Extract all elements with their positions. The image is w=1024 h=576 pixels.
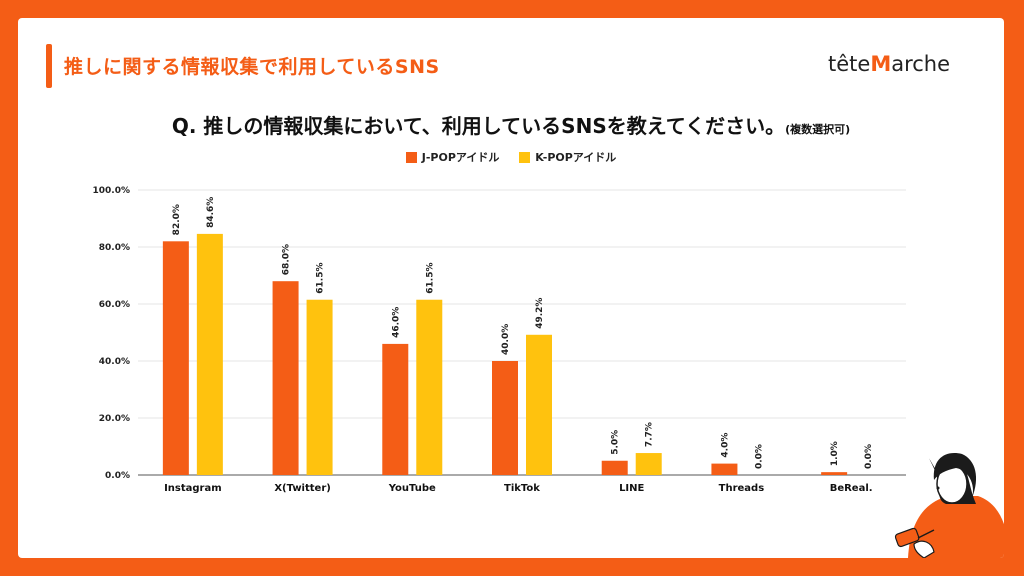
brand-logo-suffix: arche [891,52,951,76]
y-tick-label: 40.0% [99,357,130,367]
chart-labels: 0.0% 20.0% 40.0% 60.0% 80.0% 100.0% 82.0% 84.6%… [93,186,875,494]
bar-jpop [382,343,409,475]
x-category-label: Instagram [164,483,222,494]
y-tick-label: 0.0% [105,471,130,481]
legend-item-kpop: K-POPアイドル [519,149,616,165]
legend-item-jpop: J-POPアイドル [405,149,500,165]
data-label: 49.2% [535,298,545,329]
x-category-label: X(Twitter) [274,483,331,494]
bar-kpop [196,233,223,475]
bar-kpop [635,453,662,475]
data-label: 0.0% [864,444,874,469]
data-label: 84.6% [206,197,216,228]
legend-label-jpop: J-POPアイドル [421,151,500,164]
bar-jpop [711,463,738,475]
y-tick-label: 60.0% [99,300,130,310]
woman-with-phone-illustration [894,453,1004,558]
data-label: 7.7% [645,422,655,447]
question-text: Q. 推しの情報収集において、利用しているSNSを教えてください。 [171,114,786,138]
data-label: 61.5% [316,262,326,293]
slide-card: 推しに関する情報収集で利用しているSNS têteMarche Q. 推しの情報… [18,18,1004,558]
brand-logo-prefix: tête [828,52,871,76]
data-label: 46.0% [391,307,401,338]
bar-chart: 0.0% 20.0% 40.0% 60.0% 80.0% 100.0% 82.0% 84.6%… [93,186,1004,558]
bar-jpop [601,460,628,475]
bar-jpop [272,281,299,475]
brand-logo: têteMarche [828,52,950,76]
header-accent-bar [46,44,52,88]
brand-logo-crown-mark: M [870,52,892,76]
x-category-label: YouTube [388,483,436,494]
bars [162,233,848,475]
x-category-label: BeReal. [830,483,873,494]
x-category-label: TikTok [504,483,540,494]
x-category-label: Threads [719,483,765,494]
grid-lines [138,189,906,476]
legend-label-kpop: K-POPアイドル [535,151,617,164]
bar-kpop [526,334,552,475]
data-label: 5.0% [611,430,621,455]
bar-jpop [162,241,189,475]
question-note: (複数選択可) [785,123,851,136]
data-label: 40.0% [501,324,511,355]
bar-kpop [306,299,333,475]
chart-question: Q. 推しの情報収集において、利用しているSNSを教えてください。(複数選択可) [18,110,1004,139]
page-title: 推しに関する情報収集で利用しているSNS [64,56,440,78]
data-label: 0.0% [754,444,764,469]
bar-jpop [492,361,518,475]
bar-jpop [821,472,848,475]
bar-kpop [416,299,443,475]
data-label: 61.5% [425,262,435,293]
chart-legend: J-POPアイドル K-POPアイドル [18,149,1004,166]
data-label: 4.0% [720,433,730,458]
data-label: 68.0% [282,244,292,275]
data-label: 1.0% [830,441,840,466]
legend-swatch-jpop [405,151,417,163]
y-tick-label: 20.0% [99,414,130,424]
y-tick-label: 100.0% [93,186,131,196]
x-category-label: LINE [619,483,644,494]
y-tick-label: 80.0% [99,243,130,253]
data-label: 82.0% [172,204,182,235]
legend-swatch-kpop [519,151,531,163]
